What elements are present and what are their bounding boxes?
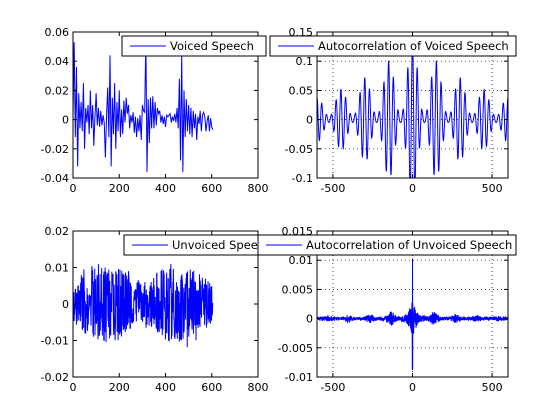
y-tick-label: 0.05 (289, 84, 314, 97)
y-tick-label: 0 (62, 114, 69, 127)
legend-box (269, 35, 517, 57)
legend: Voiced Speech (121, 35, 267, 57)
y-tick-label: 0.01 (45, 262, 70, 275)
x-tick-label: 0 (409, 381, 416, 394)
y-tick-label: -0.005 (278, 342, 313, 355)
y-tick-label: -0.02 (41, 143, 69, 156)
x-tick-label: 400 (155, 182, 176, 195)
y-tick-label: 0 (62, 298, 69, 311)
x-tick-label: 400 (155, 381, 176, 394)
subplot-4: -500 0 500-0.01-0.00500.0050.010.015Autoco… (257, 225, 517, 394)
y-tick-label: 0.02 (45, 225, 70, 238)
x-tick-label: 500 (482, 182, 503, 195)
x-tick-label: 500 (482, 381, 503, 394)
x-tick-label: -500 (320, 182, 345, 195)
y-tick-label: 0.02 (45, 84, 70, 97)
y-tick-label: 0 (306, 313, 313, 326)
series-line (73, 263, 214, 348)
y-tick-label: -0.02 (41, 371, 69, 384)
x-tick-label: -500 (320, 381, 345, 394)
y-tick-label: 0.04 (45, 55, 70, 68)
legend-label: Autocorrelation of Unvoiced Speech (306, 238, 512, 252)
series-line (73, 39, 214, 173)
subplot-1: 0 200 400 600 800 -0.04 -0.02 0 0.02 0.04 0.06 Voic… (41, 26, 269, 195)
y-tick-label: -0.04 (41, 172, 69, 185)
x-tick-label: 0 (70, 182, 77, 195)
x-tick-label: 600 (201, 381, 222, 394)
x-tick-label: 200 (109, 381, 130, 394)
x-tick-label: 200 (109, 182, 130, 195)
legend: Autocorrelation of Unvoiced Speech (257, 234, 517, 256)
x-tick-label: 800 (248, 381, 269, 394)
subplot-2: -500 0 500-0.1-0.0500.050.10.15Autocorrela… (269, 26, 517, 195)
x-tick-label: 800 (248, 182, 269, 195)
x-tick-label: 600 (201, 182, 222, 195)
legend-box (257, 234, 517, 256)
legend-label: Unvoiced Speech (172, 238, 271, 252)
y-tick-label: 0.06 (45, 26, 70, 39)
y-tick-label: -0.05 (285, 143, 313, 156)
series-line (317, 258, 508, 370)
legend: Autocorrelation of Voiced Speech (269, 35, 517, 57)
y-tick-label: 0.1 (296, 55, 314, 68)
subplot-3: 0 200 400 600 800 -0.02 -0.01 0 0.01 0.02 Unvoiced… (41, 225, 272, 394)
y-tick-label: -0.01 (285, 371, 313, 384)
legend-box (121, 35, 267, 57)
legend-label: Autocorrelation of Voiced Speech (318, 39, 509, 53)
y-tick-label: 0 (306, 114, 313, 127)
y-tick-label: 0.01 (289, 254, 314, 267)
y-tick-label: -0.01 (41, 335, 69, 348)
y-tick-label: 0.005 (282, 283, 314, 296)
x-tick-label: 0 (70, 381, 77, 394)
y-tick-label: -0.1 (292, 172, 313, 185)
x-tick-label: 0 (409, 182, 416, 195)
legend-label: Voiced Speech (170, 39, 254, 53)
legend: Unvoiced Speech (123, 234, 271, 256)
